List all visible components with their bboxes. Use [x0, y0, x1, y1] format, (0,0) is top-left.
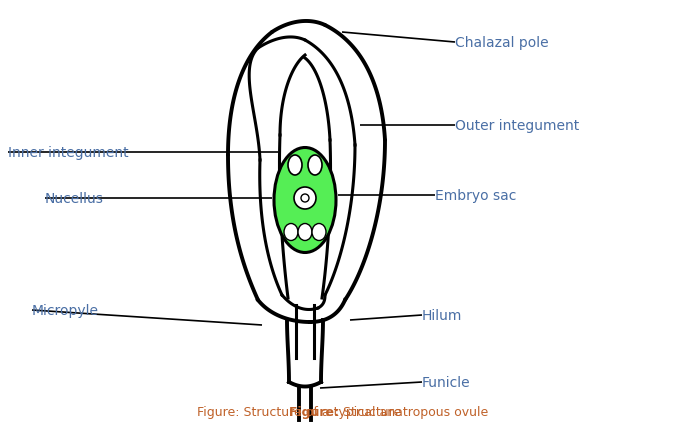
Ellipse shape: [298, 224, 312, 241]
Ellipse shape: [294, 187, 316, 209]
Text: Embryo sac: Embryo sac: [435, 189, 517, 203]
Text: Structure: Structure: [343, 405, 405, 418]
Text: Funicle: Funicle: [422, 375, 471, 389]
Ellipse shape: [301, 194, 309, 203]
Ellipse shape: [274, 148, 336, 253]
Ellipse shape: [308, 156, 322, 175]
Text: Figure: Structure of a typical anatropous ovule: Figure: Structure of a typical anatropou…: [198, 405, 488, 418]
Text: Nucellus: Nucellus: [45, 191, 104, 206]
Text: Figure:: Figure:: [289, 405, 343, 418]
Text: Outer integument: Outer integument: [455, 119, 579, 133]
Text: Inner integument: Inner integument: [8, 146, 129, 160]
Text: Micropyle: Micropyle: [32, 303, 99, 317]
Text: Hilum: Hilum: [422, 308, 462, 322]
Ellipse shape: [288, 156, 302, 175]
Text: Chalazal pole: Chalazal pole: [455, 36, 549, 50]
Ellipse shape: [312, 224, 326, 241]
Ellipse shape: [284, 224, 298, 241]
